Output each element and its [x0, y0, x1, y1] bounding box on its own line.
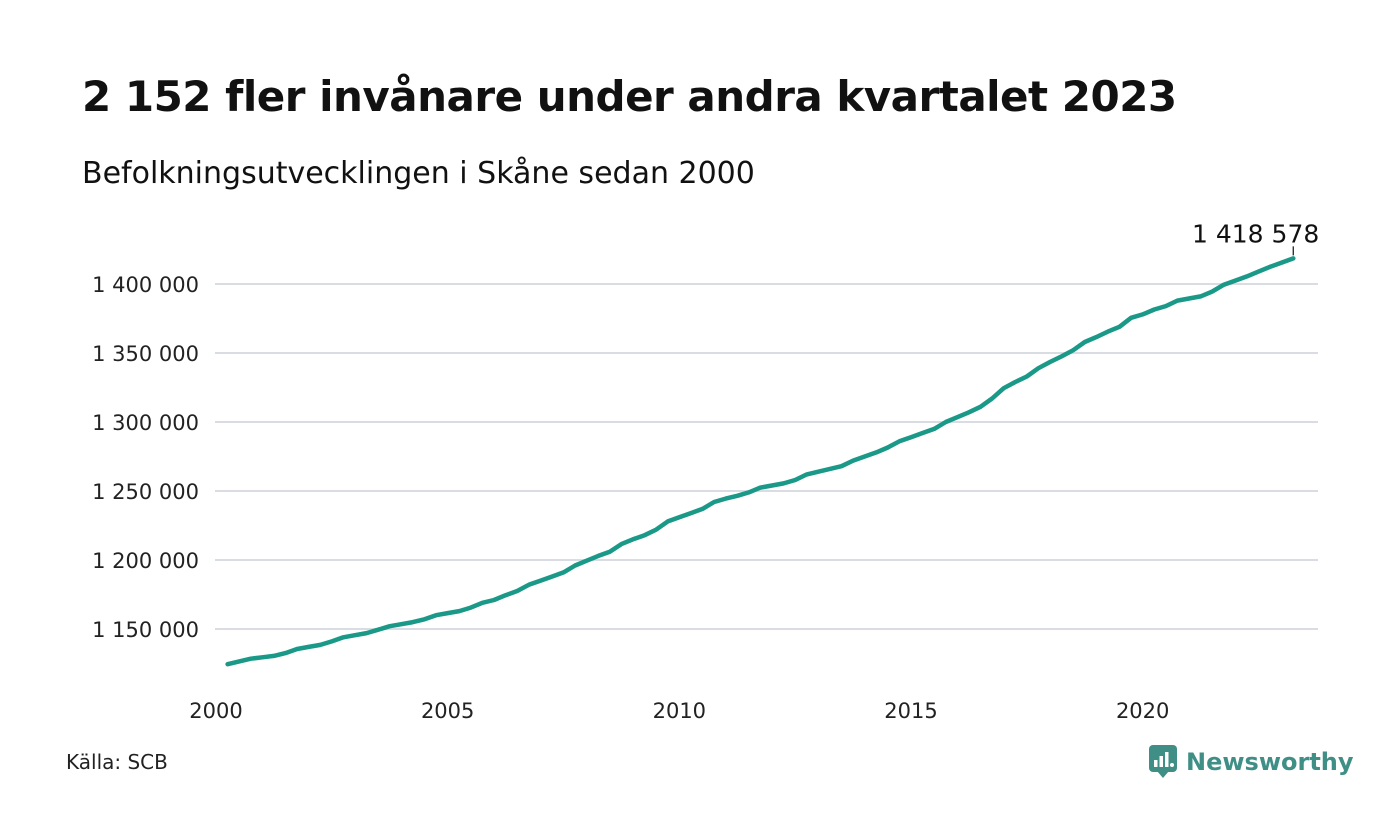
brand-name: Newsworthy	[1186, 748, 1354, 776]
last-value-label: 1 418 578	[1192, 219, 1319, 248]
source-note: Källa: SCB	[66, 750, 168, 774]
chart-title: 2 152 fler invånare under andra kvartale…	[82, 72, 1177, 121]
y-tick-label: 1 400 000	[92, 273, 199, 297]
x-tick-label: 2020	[1116, 699, 1169, 723]
y-tick-label: 1 350 000	[92, 342, 199, 366]
y-axis-ticks: 1 150 000 1 200 000 1 250 000 1 300 000 1 35…	[92, 273, 199, 642]
y-tick-label: 1 150 000	[92, 618, 199, 642]
x-axis-ticks: 2000 2005 2010 2015 2020	[189, 699, 1169, 723]
x-tick-label: 2005	[421, 699, 474, 723]
y-tick-label: 1 250 000	[92, 480, 199, 504]
y-tick-label: 1 200 000	[92, 549, 199, 573]
x-tick-label: 2000	[189, 699, 242, 723]
chart-subtitle: Befolkningsutvecklingen i Skåne sedan 20…	[82, 156, 755, 191]
bar-chart-speech-bubble-icon	[1149, 745, 1177, 778]
series-line-population	[225, 256, 1296, 667]
grid-lines	[215, 283, 1318, 630]
brand-logo: Newsworthy	[1148, 744, 1354, 780]
x-tick-label: 2010	[653, 699, 706, 723]
x-tick-label: 2015	[884, 699, 937, 723]
y-tick-label: 1 300 000	[92, 411, 199, 435]
